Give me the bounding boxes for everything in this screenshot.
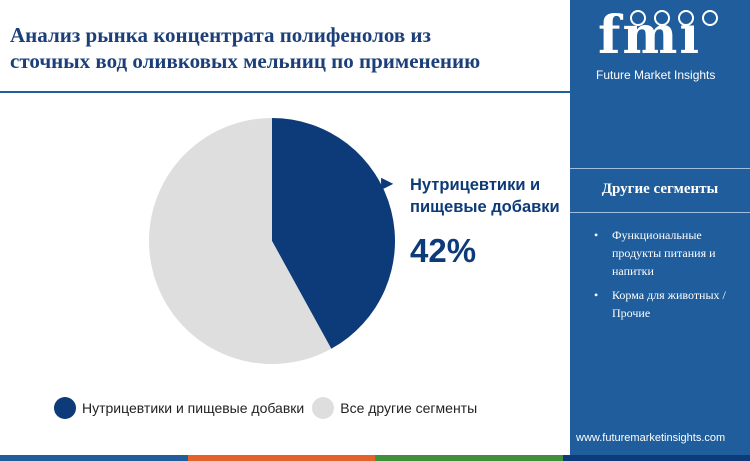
globe-icon	[678, 10, 694, 26]
pie-slice-other-segments	[149, 118, 332, 364]
sidebar: fmi Future Market Insights Другие сегмен…	[570, 0, 750, 455]
legend-item-other: Все другие сегменты	[312, 397, 477, 419]
callout-label: Нутрицевтики и пищевые добавки	[410, 174, 570, 218]
globe-icon	[654, 10, 670, 26]
bottom-color-bar	[0, 455, 750, 461]
chart-area: Анализ рынка концентрата полифенолов из …	[0, 22, 570, 420]
bullet-icon: •	[594, 228, 599, 242]
sidebar-divider-top	[570, 168, 750, 169]
legend-swatch-other	[312, 397, 335, 419]
callout-label-line-1: Нутрицевтики и	[410, 176, 541, 194]
fmi-logo: fmi Future Market Insights	[570, 8, 750, 88]
sidebar-item-label: Функциональные продукты питания и напитк…	[612, 228, 716, 278]
sidebar-list-item: • Корма для животных / Прочие	[594, 286, 744, 322]
sidebar-list: • Функциональные продукты питания и напи…	[594, 226, 744, 328]
pie-slice-nutraceuticals	[272, 118, 395, 349]
callout-arrow-icon: ▶	[381, 175, 394, 192]
globe-icon	[702, 10, 718, 26]
bullet-icon: •	[594, 288, 599, 302]
bottom-bar-segment-blue	[0, 455, 188, 461]
legend-label-nutraceuticals: Нутрицевтики и пищевые добавки	[82, 400, 305, 416]
legend-label-other: Все другие сегменты	[340, 400, 478, 416]
title-divider	[0, 91, 570, 93]
legend-swatch-nutraceuticals	[54, 397, 76, 419]
callout-label-line-2: пищевые добавки	[410, 198, 560, 216]
callout-value: 42%	[410, 232, 477, 269]
logo-subtitle: Future Market Insights	[596, 68, 716, 82]
legend: Нутрицевтики и пищевые добавки Все други…	[54, 396, 485, 420]
page-title: Анализ рынка концентрата полифенолов из …	[10, 22, 560, 74]
website-link[interactable]: www.futuremarketinsights.com	[576, 432, 726, 444]
logo-globe-icons	[596, 10, 726, 28]
globe-icon	[630, 10, 646, 26]
sidebar-list-item: • Функциональные продукты питания и напи…	[594, 226, 744, 280]
legend-item-nutraceuticals: Нутрицевтики и пищевые добавки	[54, 397, 304, 419]
bottom-bar-segment-orange	[187, 455, 375, 461]
bottom-bar-segment-green	[375, 455, 563, 461]
sidebar-heading: Другие сегменты	[601, 181, 719, 197]
pie-chart	[149, 118, 395, 364]
title-line-2: сточных вод оливковых мельниц по примене…	[10, 49, 481, 73]
sidebar-divider-bottom	[570, 212, 750, 213]
title-line-1: Анализ рынка концентрата полифенолов из	[10, 23, 431, 47]
bottom-bar-segment-navy	[562, 455, 750, 461]
sidebar-item-label: Корма для животных / Прочие	[612, 288, 726, 320]
